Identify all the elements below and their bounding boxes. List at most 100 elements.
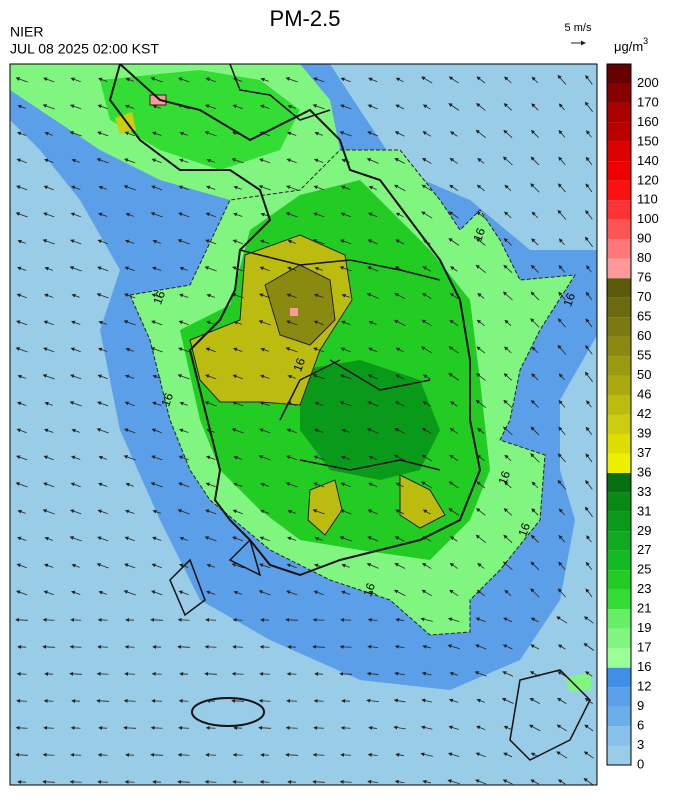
colorbar-label: 31 — [637, 503, 651, 518]
wind-arrow — [206, 647, 217, 648]
colorbar-label: 21 — [637, 601, 651, 616]
colorbar-segment — [607, 298, 631, 317]
colorbar-segment — [607, 317, 631, 336]
colorbar-label: 19 — [637, 620, 651, 635]
colorbar-segment — [607, 551, 631, 570]
colorbar-label: 50 — [637, 367, 651, 382]
colorbar-segment — [607, 337, 631, 356]
colorbar-label: 36 — [637, 464, 651, 479]
agency: NIER — [10, 24, 43, 40]
colorbar-label: 29 — [637, 523, 651, 538]
wind-arrow — [260, 701, 271, 702]
colorbar-segment — [607, 473, 631, 492]
wind-arrow — [179, 755, 190, 756]
colorbar-segment — [607, 434, 631, 453]
colorbar-label: 16 — [637, 659, 651, 674]
colorbar-label: 120 — [637, 172, 659, 187]
colorbar-segment — [607, 142, 631, 161]
colorbar-label: 3 — [637, 737, 644, 752]
colorbar-segment — [607, 83, 631, 102]
colorbar-label: 100 — [637, 211, 659, 226]
wind-arrow — [341, 782, 352, 783]
colorbar-label: 55 — [637, 348, 651, 363]
colorbar-segment — [607, 376, 631, 395]
colorbar-label: 39 — [637, 425, 651, 440]
colorbar-label: 27 — [637, 542, 651, 557]
colorbar-segment — [607, 531, 631, 550]
colorbar-label: 65 — [637, 309, 651, 324]
colorbar-segment — [607, 629, 631, 648]
colorbar-label: 9 — [637, 698, 644, 713]
colorbar-label: 150 — [637, 133, 659, 148]
colorbar-segment — [607, 512, 631, 531]
colorbar-segment — [607, 492, 631, 511]
colorbar-label: 60 — [637, 328, 651, 343]
wind-scale-label: 5 m/s — [565, 22, 592, 34]
colorbar-segment — [607, 707, 631, 726]
colorbar-label: 17 — [637, 640, 651, 655]
colorbar-label: 42 — [637, 406, 651, 421]
colorbar-segment — [607, 278, 631, 297]
colorbar-label: 70 — [637, 289, 651, 304]
wind-arrow — [179, 620, 190, 621]
colorbar-label: 46 — [637, 386, 651, 401]
colorbar-label: 37 — [637, 445, 651, 460]
pink-cell — [290, 308, 298, 316]
colorbar-segment — [607, 726, 631, 745]
colorbar-segment — [607, 200, 631, 219]
colorbar-label: 12 — [637, 679, 651, 694]
colorbar-label: 160 — [637, 114, 659, 129]
colorbar-segment — [607, 668, 631, 687]
colorbar-segment — [607, 746, 631, 765]
unit-superscript: 3 — [643, 36, 648, 46]
wind-arrow — [44, 620, 55, 621]
wind-arrow — [314, 755, 325, 756]
colorbar-segment — [607, 687, 631, 706]
colorbar-segment — [607, 64, 631, 83]
colorbar-label: 0 — [637, 756, 644, 771]
colorbar-segment — [607, 103, 631, 122]
wind-arrow — [125, 701, 136, 702]
colorbar-label: 76 — [637, 270, 651, 285]
colorbar-segment — [607, 453, 631, 472]
colorbar-segment — [607, 161, 631, 180]
colorbar-label: 170 — [637, 94, 659, 109]
wind-arrow — [152, 728, 163, 729]
wind-arrow — [314, 620, 325, 621]
colorbar-segment — [607, 395, 631, 414]
timestamp: JUL 08 2025 02:00 KST — [10, 41, 159, 57]
wind-arrow — [17, 728, 28, 729]
wind-arrow — [206, 782, 217, 783]
wind-arrow — [287, 728, 298, 729]
colorbar-segment — [607, 220, 631, 239]
wind-arrow — [341, 647, 352, 648]
wind-arrow — [71, 647, 82, 648]
colorbar-segment — [607, 609, 631, 628]
wind-arrow — [71, 782, 82, 783]
colorbar-label: 25 — [637, 562, 651, 577]
colorbar: 0369121617192123252729313336373942465055… — [607, 64, 659, 771]
colorbar-label: 200 — [637, 75, 659, 90]
colorbar-label: 6 — [637, 717, 644, 732]
colorbar-segment — [607, 356, 631, 375]
colorbar-label: 110 — [637, 192, 658, 207]
wind-arrow — [44, 755, 55, 756]
colorbar-segment — [607, 239, 631, 258]
colorbar-label: 140 — [637, 153, 659, 168]
title: PM-2.5 — [270, 6, 341, 31]
unit: μg/m3 — [614, 36, 648, 54]
colorbar-segment — [607, 181, 631, 200]
wind-arrow — [233, 674, 244, 675]
unit-text: μg/m — [614, 39, 643, 54]
colorbar-label: 80 — [637, 250, 651, 265]
colorbar-label: 23 — [637, 581, 651, 596]
wind-arrow — [98, 674, 109, 675]
colorbar-segment — [607, 122, 631, 141]
colorbar-segment — [607, 590, 631, 609]
colorbar-segment — [607, 648, 631, 667]
colorbar-label: 33 — [637, 484, 651, 499]
colorbar-segment — [607, 415, 631, 434]
